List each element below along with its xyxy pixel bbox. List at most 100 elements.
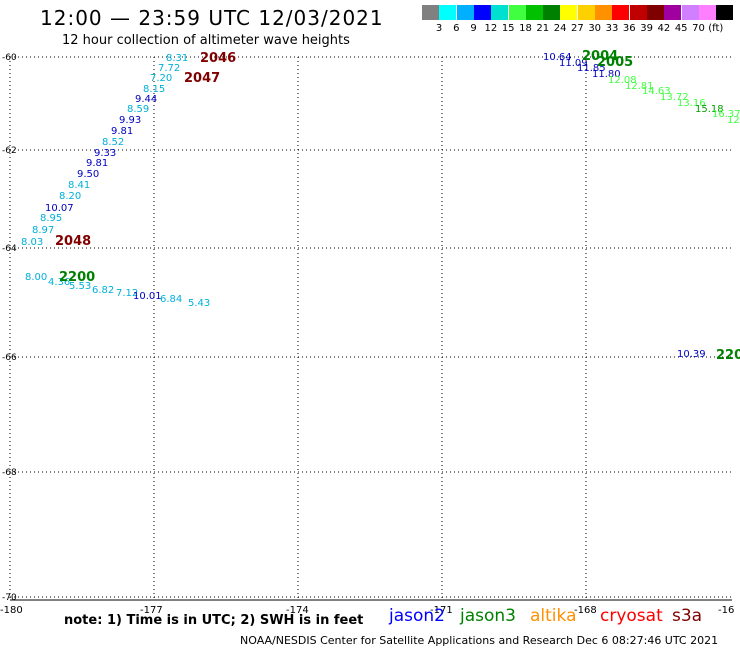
wave-height-value: 13.72 — [660, 92, 689, 103]
wave-height-value: 6.84 — [160, 294, 182, 305]
longitude-labels: -180 -177 -174 -171 -168 -16 — [0, 605, 734, 616]
wave-height-value: 9.44 — [135, 94, 157, 105]
legend-item-jason2: jason2 — [389, 606, 445, 626]
wave-height-value: 7.20 — [150, 73, 172, 84]
scale-swatch — [646, 5, 664, 20]
scale-swatch — [716, 5, 734, 20]
scale-label: 15 — [501, 23, 515, 34]
wave-height-value: 15.18 — [695, 104, 724, 115]
scale-swatch — [681, 5, 699, 20]
time-stamp: 2047 — [184, 71, 220, 86]
time-stamp: 2046 — [200, 51, 236, 66]
wave-height-value: 10.01 — [133, 291, 162, 302]
note-text: note: 1) Time is in UTC; 2) SWH is in fe… — [64, 613, 364, 628]
wave-height-value: 9.33 — [94, 148, 116, 159]
legend-item-s3a: s3a — [672, 606, 703, 626]
longitude-label: -171 — [430, 605, 453, 616]
scale-swatch — [612, 5, 630, 20]
scale-swatch — [473, 5, 491, 20]
scale-swatch — [456, 5, 474, 20]
wave-height-value: 5.53 — [69, 281, 91, 292]
scale-swatch — [560, 5, 578, 20]
time-stamp: 2200 — [59, 270, 95, 285]
scale-label: 27 — [571, 23, 584, 34]
wave-height-value: 8.20 — [59, 191, 81, 202]
wave-height-value: 8.15 — [143, 84, 165, 95]
scale-label: 70 — [692, 23, 705, 34]
latitude-label: -66 — [2, 353, 17, 363]
wave-height-value: 9.93 — [119, 115, 141, 126]
scale-label: 12 — [484, 23, 498, 34]
scale-swatch — [577, 5, 595, 20]
scale-swatch — [543, 5, 561, 20]
longitude-label: -180 — [0, 605, 23, 616]
scale-swatch — [525, 5, 543, 20]
wave-height-value: 9.81 — [111, 126, 133, 137]
latitude-label: -60 — [2, 53, 17, 63]
legend-item-cryosat: cryosat — [600, 606, 663, 626]
scale-swatch — [595, 5, 612, 20]
scale-label: 36 — [622, 23, 636, 34]
longitude-label: -168 — [574, 605, 597, 616]
map-subtitle: 12 hour collection of altimeter wave hei… — [62, 33, 350, 48]
scale-swatch — [491, 5, 509, 20]
wave-height-value: 6.82 — [92, 285, 114, 296]
scale-swatch — [629, 5, 647, 20]
wave-height-value: 7.72 — [158, 63, 180, 74]
scale-swatch — [698, 5, 716, 20]
wave-height-points: 8.317.727.208.159.448.599.939.818.529.33… — [21, 52, 740, 360]
wave-height-value: 11.09 — [559, 58, 588, 69]
scale-label: 39 — [640, 23, 653, 34]
scale-label: (ft) — [708, 23, 724, 34]
legend-item-jason3: jason3 — [460, 606, 516, 626]
wave-height-value: 9.50 — [77, 169, 99, 180]
wave-height-value: 11.80 — [592, 69, 621, 80]
wave-height-value: 8.41 — [68, 180, 90, 191]
scale-label: 33 — [605, 23, 619, 34]
scale-label: 21 — [536, 23, 550, 34]
scale-label: 18 — [519, 23, 532, 34]
wave-height-value: 9.81 — [86, 158, 108, 169]
wave-height-value: 7.12 — [116, 288, 138, 299]
latitude-label: -70 — [2, 593, 17, 603]
scale-swatch — [439, 5, 457, 20]
latitude-label: -68 — [2, 468, 17, 478]
wave-height-value: 8.97 — [32, 225, 54, 236]
latitude-labels: -60 -62 -64 -66 -68 -70 — [2, 53, 17, 603]
latitude-label: -64 — [2, 244, 17, 254]
grid — [9, 56, 732, 601]
longitude-label: -174 — [286, 605, 309, 616]
scale-label: 3 — [435, 23, 443, 34]
scale-label: 9 — [470, 23, 477, 34]
wave-height-value: 12 — [727, 115, 740, 126]
scale-swatch — [664, 5, 682, 20]
wave-height-value: 10.07 — [45, 203, 74, 214]
wave-height-value: 13.16 — [677, 98, 706, 109]
wave-height-value: 11.85 — [577, 63, 606, 74]
time-stamp: 220 — [716, 348, 740, 363]
wave-height-value: 10.39 — [677, 349, 706, 360]
wave-height-value: 12.81 — [625, 81, 654, 92]
wave-height-value: 8.95 — [40, 213, 62, 224]
wave-height-value: 10.64 — [543, 52, 572, 63]
scale-label: 42 — [657, 23, 671, 34]
scale-label: 45 — [674, 23, 688, 34]
wave-height-value: 8.59 — [127, 104, 149, 115]
scale-label: 6 — [453, 23, 460, 34]
longitude-label: -16 — [718, 605, 734, 616]
wave-height-value: 8.00 — [25, 272, 47, 283]
wave-height-value: 8.52 — [102, 137, 124, 148]
wave-height-value: 16.37 — [712, 109, 740, 120]
wave-height-value: 12.08 — [608, 75, 637, 86]
scale-swatch — [508, 5, 526, 20]
time-stamp: 2005 — [597, 55, 633, 70]
footer-credit: NOAA/NESDIS Center for Satellite Applica… — [240, 634, 719, 647]
wave-height-value: 14.63 — [642, 86, 671, 97]
scale-label: 24 — [553, 23, 567, 34]
wave-height-value: 8.03 — [21, 237, 43, 248]
latitude-label: -62 — [2, 146, 17, 156]
wave-height-value: 4.36 — [48, 277, 70, 288]
longitude-label: -177 — [140, 605, 163, 616]
scale-label: 30 — [588, 23, 602, 34]
